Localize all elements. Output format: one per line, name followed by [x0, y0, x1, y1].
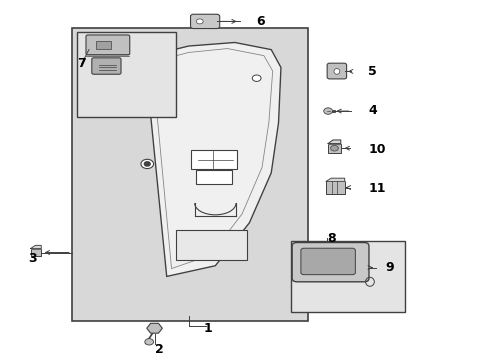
Text: 11: 11	[368, 183, 385, 195]
FancyBboxPatch shape	[190, 14, 219, 28]
Text: 10: 10	[368, 143, 385, 156]
Bar	[96, 41, 111, 49]
Circle shape	[144, 339, 153, 345]
Bar	[196, 170, 232, 184]
Circle shape	[323, 108, 332, 114]
Text: 6: 6	[256, 14, 264, 27]
Bar	[77, 32, 176, 117]
Circle shape	[196, 19, 203, 24]
Text: 7: 7	[77, 57, 85, 71]
Polygon shape	[30, 246, 41, 249]
Text: 2: 2	[154, 343, 163, 356]
Text: 3: 3	[28, 252, 37, 265]
Ellipse shape	[333, 68, 339, 74]
Polygon shape	[144, 42, 281, 276]
Bar	[30, 249, 41, 256]
Bar	[72, 28, 307, 321]
FancyBboxPatch shape	[326, 63, 346, 79]
Text: 5: 5	[368, 64, 376, 77]
Circle shape	[144, 162, 150, 166]
Circle shape	[252, 75, 261, 81]
Polygon shape	[325, 178, 344, 181]
Text: 1: 1	[203, 322, 211, 335]
Bar	[327, 144, 340, 153]
FancyBboxPatch shape	[300, 248, 355, 275]
Circle shape	[330, 145, 338, 151]
Circle shape	[141, 159, 153, 168]
FancyBboxPatch shape	[86, 35, 129, 55]
Polygon shape	[327, 140, 340, 144]
FancyBboxPatch shape	[291, 243, 368, 282]
Bar	[325, 181, 344, 194]
FancyBboxPatch shape	[92, 58, 121, 74]
Bar	[191, 150, 237, 169]
Bar	[290, 241, 404, 312]
Text: 4: 4	[368, 104, 376, 117]
Bar	[176, 230, 246, 260]
Text: 9: 9	[385, 261, 393, 274]
Text: 8: 8	[326, 233, 335, 246]
